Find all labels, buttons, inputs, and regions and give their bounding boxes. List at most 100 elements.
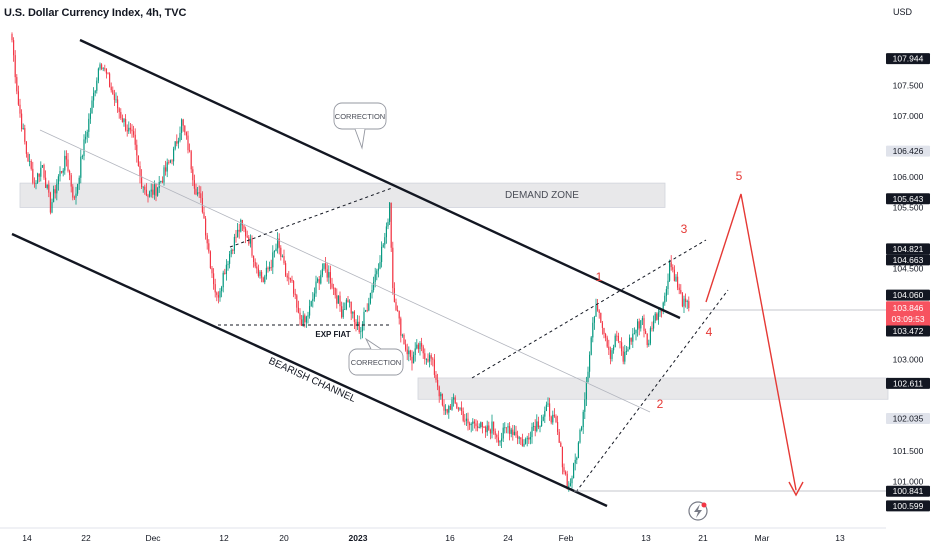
candle [401, 333, 403, 338]
price-tag: 104.060 [886, 289, 930, 301]
candle [137, 155, 139, 167]
candle [102, 67, 104, 72]
candle [253, 255, 255, 268]
svg-text:103.472: 103.472 [893, 326, 924, 336]
chart-title: U.S. Dollar Currency Index, 4h, TVC [4, 7, 187, 19]
candle [169, 159, 171, 164]
candle [193, 174, 195, 195]
candle [139, 161, 141, 184]
channel-lower-line [11, 232, 608, 508]
candle [374, 267, 376, 288]
candle [213, 268, 215, 290]
candle [539, 425, 541, 433]
candle [168, 159, 170, 165]
candle [155, 183, 157, 202]
candle [312, 292, 314, 308]
candle [688, 296, 690, 312]
candle [349, 299, 351, 308]
svg-text:104.663: 104.663 [893, 255, 924, 265]
candle [454, 395, 456, 405]
wave-label-4: 4 [706, 325, 713, 339]
candle [94, 89, 96, 97]
candle [206, 232, 208, 250]
candle [89, 107, 91, 124]
wave-label-1: 1 [596, 270, 603, 284]
candle [552, 410, 554, 425]
candle [200, 186, 202, 203]
candle [605, 332, 607, 342]
candle [515, 425, 517, 438]
candle [361, 321, 363, 339]
channel-upper-line [79, 38, 681, 320]
candle [392, 241, 394, 295]
candle [176, 134, 178, 147]
exp-flat-label: EXP FlAT [315, 330, 350, 339]
x-tick-label: 2023 [349, 533, 368, 543]
candle [326, 263, 328, 282]
candle [259, 270, 261, 279]
candle [96, 77, 98, 94]
candle [625, 345, 627, 356]
candle [265, 260, 267, 280]
candle [294, 288, 296, 300]
candle [93, 87, 95, 108]
channel-midline [39, 129, 651, 413]
candle [233, 233, 235, 255]
candle [198, 185, 200, 198]
candle [171, 159, 173, 165]
candle [505, 427, 507, 434]
candle [185, 131, 187, 140]
candle [665, 286, 667, 302]
candle [229, 250, 231, 269]
y-tick-label: 103.000 [893, 355, 924, 365]
candle [414, 342, 416, 362]
candle [299, 308, 301, 326]
candle [397, 305, 399, 312]
candle [305, 315, 307, 328]
candle [577, 441, 579, 459]
candle [240, 218, 242, 233]
candle [637, 318, 639, 337]
candle [430, 353, 432, 366]
candle [507, 423, 509, 434]
candle [337, 295, 339, 304]
candle [545, 401, 547, 412]
candle [333, 283, 335, 296]
candle [302, 310, 304, 327]
candle [125, 114, 127, 132]
candle [104, 64, 106, 72]
candle [109, 72, 111, 88]
candle [230, 248, 232, 258]
candle [441, 393, 443, 407]
bearish-channel-label: BEARISH CHANNEL [267, 356, 358, 405]
correction-line [229, 187, 393, 248]
candle [142, 186, 144, 193]
candle [14, 50, 16, 84]
candle [553, 408, 555, 418]
candle [53, 185, 55, 203]
candle [621, 337, 623, 356]
candle [187, 130, 189, 154]
candle [241, 219, 243, 232]
candle [672, 264, 674, 273]
candle [417, 342, 419, 353]
candle [646, 333, 648, 348]
svg-text:104.060: 104.060 [893, 290, 924, 300]
candle [491, 414, 493, 439]
candle [366, 303, 368, 313]
candle [267, 266, 269, 273]
candle [45, 170, 47, 189]
candle [616, 330, 618, 342]
candle [150, 183, 152, 198]
candle [17, 85, 19, 106]
wave-label-2: 2 [657, 397, 664, 411]
price-tag: 104.663 [886, 254, 930, 266]
candle [273, 250, 275, 258]
y-tick-label: 101.000 [893, 477, 924, 487]
candle [357, 315, 359, 331]
lightning-icon[interactable] [688, 501, 708, 521]
candle [131, 124, 133, 138]
time-axis: 14 22 Dec 12 20 2023 16 24 Feb 13 21 Mar 13 [0, 527, 886, 543]
candle [318, 275, 320, 290]
